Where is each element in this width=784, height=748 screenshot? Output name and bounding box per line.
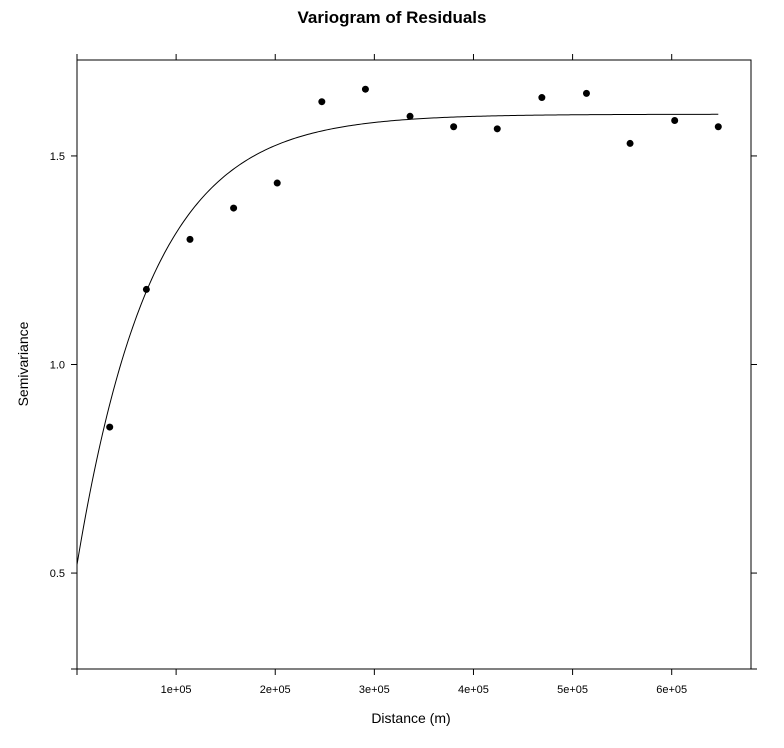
data-point (230, 204, 238, 212)
data-point (186, 235, 194, 243)
data-point (493, 125, 501, 133)
data-point (450, 123, 458, 131)
x-tick-label: 3e+05 (359, 684, 390, 696)
data-point (361, 85, 369, 93)
y-tick-label: 0.5 (50, 568, 65, 580)
chart-title: Variogram of Residuals (298, 8, 487, 27)
y-tick-label: 1.0 (50, 360, 65, 372)
data-point (582, 89, 590, 97)
x-axis: 1e+05 2e+05 3e+05 4e+05 5e+05 6e+05 (76, 54, 687, 696)
y-tick-label: 1.5 (50, 151, 65, 163)
data-point (142, 285, 150, 293)
data-point (538, 94, 546, 102)
data-point (273, 179, 281, 187)
x-tick-label: 5e+05 (557, 684, 588, 696)
data-point (406, 112, 414, 120)
x-tick-label: 4e+05 (458, 684, 489, 696)
data-point (671, 116, 679, 124)
x-tick-label: 1e+05 (161, 684, 192, 696)
x-tick-label: 6e+05 (656, 684, 687, 696)
y-axis: 0.5 1.0 1.5 (50, 151, 757, 670)
data-points (106, 85, 722, 431)
plot-area-frame (76, 59, 752, 670)
data-point (714, 123, 722, 131)
data-point (626, 139, 634, 147)
data-point (318, 98, 326, 106)
y-axis-label: Semivariance (15, 321, 31, 406)
data-point (106, 423, 114, 431)
fitted-variogram-curve (76, 113, 719, 565)
x-axis-label: Distance (m) (371, 710, 450, 726)
x-tick-label: 2e+05 (260, 684, 291, 696)
